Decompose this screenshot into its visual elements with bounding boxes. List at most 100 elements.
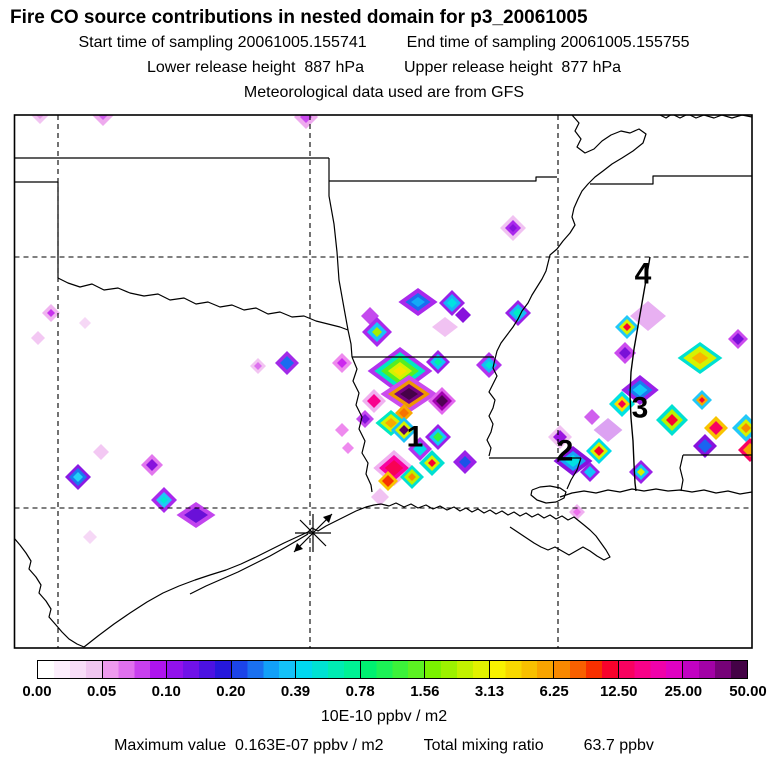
- contribution-blob: [254, 362, 262, 370]
- contribution-blob: [565, 455, 581, 467]
- contribution-blob: [146, 459, 158, 471]
- contribution-blob: [160, 496, 168, 504]
- total-mixing-ratio-value: 63.7 ppbv: [583, 737, 654, 754]
- colorbar-tick-label: 0.05: [87, 683, 117, 700]
- colorbar-tick-row: 0.00 0.05 0.10 0.20 0.39 0.78 1.56 3.13 6.25 12.5…: [0, 683, 768, 701]
- contribution-blob: [428, 459, 436, 467]
- contribution-blob: [509, 224, 517, 232]
- state-border-line: [189, 533, 309, 595]
- contribution-blob: [459, 456, 471, 468]
- contribution-blob: [741, 423, 751, 433]
- waypoint-label: 4: [635, 258, 652, 291]
- state-border-line: [351, 356, 373, 493]
- contribution-blob: [31, 115, 49, 124]
- contribution-blob: [382, 475, 394, 487]
- contribution-blob: [436, 395, 448, 407]
- colorbar-segment: [424, 661, 489, 678]
- state-border-line: [659, 115, 752, 119]
- state-border-line: [329, 176, 557, 182]
- contribution-blob: [98, 115, 108, 120]
- contribution-blob: [584, 466, 596, 478]
- contribution-blob: [455, 307, 471, 323]
- contribution-blob: [385, 418, 397, 428]
- summary-stats-line: Maximum value 0.163E-07 ppbv / m2 Total m…: [0, 737, 768, 755]
- colorbar-segment: [230, 661, 296, 678]
- state-border-line: [486, 115, 647, 457]
- colorbar-segment: [553, 661, 618, 678]
- colorbar-segment: [295, 661, 360, 678]
- upper-release-text: Upper release height 877 hPa: [404, 59, 622, 76]
- colorbar-tick-label: 12.50: [599, 683, 638, 700]
- flight-track-line: [629, 256, 651, 492]
- colorbar-tick-label: 0.78: [345, 683, 375, 700]
- start-time-text: Start time of sampling 20061005.155741: [78, 34, 367, 51]
- waypoint-label: 3: [632, 392, 649, 425]
- contribution-blob: [413, 442, 427, 456]
- contribution-blob: [553, 430, 567, 444]
- colorbar-segment: [488, 661, 554, 678]
- colorbar-unit-label: 10E-10 ppbv / m2: [320, 708, 448, 725]
- contribution-blob: [36, 115, 44, 119]
- state-border-line: [380, 502, 611, 561]
- arrowhead-icon: [294, 543, 303, 552]
- contribution-blob: [372, 327, 382, 337]
- contribution-blob: [399, 425, 409, 435]
- lower-release-text: Lower release height 887 hPa: [146, 59, 364, 76]
- contribution-blob: [393, 366, 407, 376]
- contribution-blob: [93, 444, 109, 460]
- colorbar-tick-label: 50.00: [729, 683, 767, 700]
- contribution-blob: [432, 317, 458, 337]
- contribution-blob: [337, 358, 347, 368]
- contribution-blob: [300, 115, 312, 123]
- state-border-line: [530, 485, 567, 504]
- state-border-line: [83, 503, 382, 648]
- contribution-blob: [485, 361, 493, 369]
- contribution-blob: [184, 507, 208, 523]
- contribution-blob: [335, 423, 349, 437]
- figure-title: Fire CO source contributions in nested d…: [10, 7, 588, 28]
- contribution-blob: [92, 115, 114, 126]
- contribution-blob: [618, 400, 626, 408]
- contribution-blob: [666, 414, 678, 426]
- contribution-blob: [280, 356, 294, 370]
- contribution-blob: [699, 397, 705, 403]
- contribution-blob: [709, 421, 723, 435]
- state-border-line: [57, 277, 349, 331]
- contribution-blob: [360, 414, 370, 424]
- contribution-blob: [619, 347, 631, 359]
- contribution-blob: [434, 358, 442, 366]
- colorbar-tick-label: 6.25: [539, 683, 569, 700]
- colorbar-tick-label: 0.20: [216, 683, 246, 700]
- total-mixing-ratio-label: Total mixing ratio: [423, 737, 544, 754]
- colorbar-tick-label: 25.00: [664, 683, 703, 700]
- contribution-blob: [637, 468, 645, 476]
- colorbar-segment: [359, 661, 425, 678]
- contribution-blob: [31, 331, 45, 345]
- contribution-blob: [447, 298, 457, 308]
- colorbar-segment: [682, 661, 748, 678]
- contribution-blob: [73, 472, 83, 482]
- colorbar-tick-label: 1.56: [410, 683, 440, 700]
- contribution-blob: [79, 317, 91, 329]
- contribution-blob: [408, 473, 416, 481]
- contribution-blob: [623, 323, 631, 331]
- contribution-blob: [732, 333, 744, 345]
- contribution-blob: [367, 394, 381, 408]
- state-border-line: [566, 457, 582, 490]
- colorbar: [37, 660, 748, 679]
- state-border-line: [679, 454, 684, 492]
- colorbar-segment: [101, 661, 167, 678]
- contribution-blob: [698, 439, 712, 453]
- sampling-times-line: Start time of sampling 20061005.155741 En…: [0, 34, 768, 52]
- colorbar-tick-label: 0.10: [151, 683, 181, 700]
- contribution-blob: [594, 446, 604, 456]
- end-time-text: End time of sampling 20061005.155755: [406, 34, 690, 51]
- met-data-line: Meteorological data used are from GFS: [243, 84, 525, 101]
- contribution-blob: [342, 442, 354, 454]
- colorbar-segment: [38, 661, 102, 678]
- state-border-line: [14, 537, 85, 648]
- state-border-line: [559, 488, 752, 498]
- contribution-blob: [400, 388, 418, 400]
- contribution-blob: [691, 352, 709, 364]
- waypoint-label: 1: [407, 421, 424, 454]
